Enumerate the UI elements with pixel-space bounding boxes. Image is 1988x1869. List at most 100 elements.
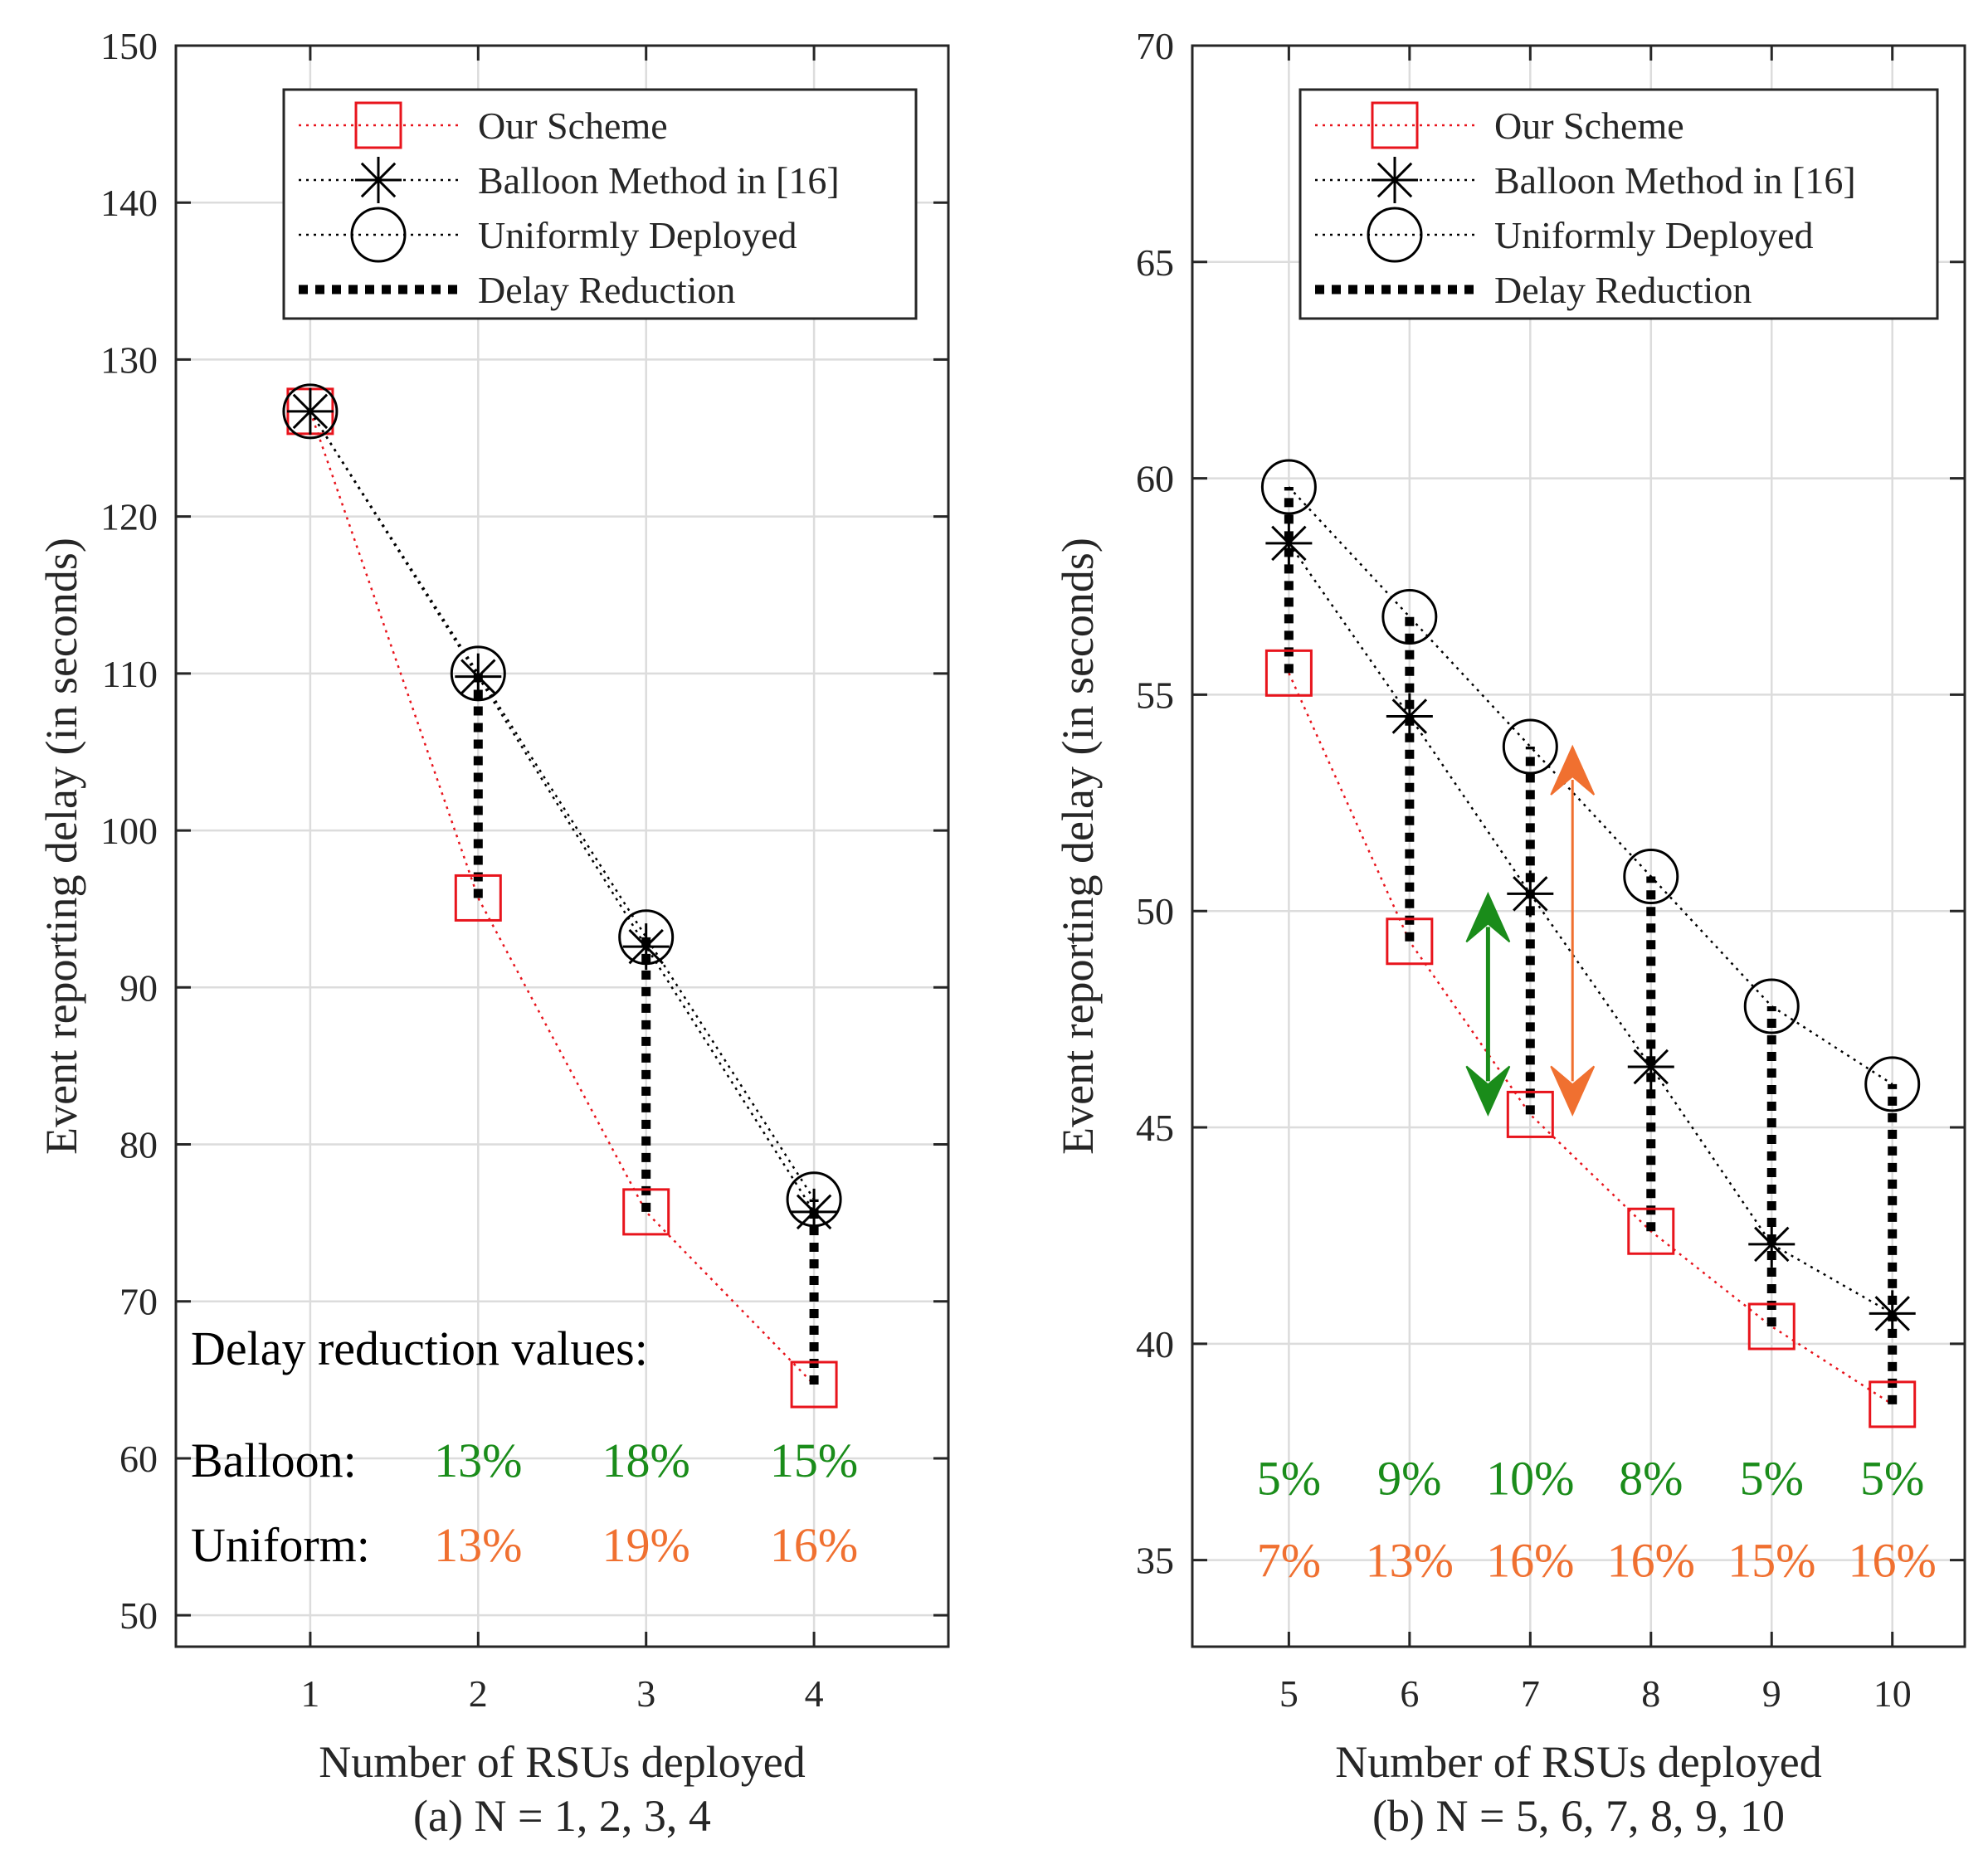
balloon-percent-label: 8% xyxy=(1619,1452,1683,1506)
legend-marker-asterisk-stroke xyxy=(1376,162,1413,198)
series-line-asterisk xyxy=(309,411,816,1213)
annotation-title: Delay reduction values: xyxy=(191,1321,648,1375)
axis-ticks: 5 6 7 8 9 10 35 40 45 50 55 60 65 70 xyxy=(1136,25,1965,1715)
balloon-percent-label: 15% xyxy=(770,1433,858,1487)
legend-label: Delay Reduction xyxy=(1494,269,1752,311)
balloon-percent-label: 13% xyxy=(434,1433,522,1487)
data-point-square xyxy=(1627,1207,1675,1255)
x-tick-label: 5 xyxy=(1279,1672,1299,1715)
y-tick-label: 50 xyxy=(119,1594,158,1637)
balloon-percent-label: 5% xyxy=(1740,1452,1804,1506)
data-point-circle xyxy=(450,645,506,702)
legend-label: Balloon Method in [16] xyxy=(478,159,840,202)
uniform-percent-label: 13% xyxy=(434,1518,522,1572)
y-tick-label: 45 xyxy=(1136,1107,1174,1149)
data-point-square xyxy=(454,874,502,922)
legend-marker-square xyxy=(354,101,402,149)
data-point-circle xyxy=(1260,459,1317,515)
data-point-asterisk-stroke xyxy=(1271,525,1307,562)
panel-caption: (b) N = 5, 6, 7, 8, 9, 10 xyxy=(1372,1791,1785,1841)
axis-ticks: 1 2 3 4 50 60 70 80 90 100 110 120 130 140 150 xyxy=(100,25,948,1715)
data-point-circle xyxy=(282,383,339,440)
x-tick-label: 10 xyxy=(1873,1672,1912,1715)
legend-marker-square xyxy=(1371,101,1419,149)
data-point-asterisk-stroke xyxy=(460,659,496,694)
data-point-circle xyxy=(1864,1056,1921,1112)
plot-area-frame xyxy=(1191,44,1966,1648)
y-tick-label: 90 xyxy=(119,966,158,1009)
y-tick-label: 60 xyxy=(119,1438,158,1480)
y-axis-label: Event reporting delay (in seconds) xyxy=(37,538,86,1155)
series-line-circle xyxy=(1288,486,1893,1085)
data-point-asterisk xyxy=(1627,1044,1674,1091)
panel-caption: (a) N = 1, 2, 3, 4 xyxy=(413,1791,711,1841)
data-point-square xyxy=(1869,1380,1917,1429)
reduction-annotations: 5% 7% 9% 13% 10% 16% 8% 16% 5% 15% 5% 16% xyxy=(1257,1452,1937,1588)
data-point-asterisk xyxy=(1869,1290,1916,1337)
legend-marker-circle xyxy=(1367,207,1423,263)
legend-label: Delay Reduction xyxy=(478,269,735,311)
uniform-percent-label: 15% xyxy=(1727,1534,1815,1588)
y-tick-label: 35 xyxy=(1136,1540,1174,1582)
legend-label: Our Scheme xyxy=(1494,105,1684,147)
plot-area-frame xyxy=(174,44,950,1648)
balloon-percent-label: 18% xyxy=(602,1433,690,1487)
data-point-square xyxy=(1747,1302,1796,1351)
data-point-square xyxy=(1264,649,1313,697)
x-tick-label: 3 xyxy=(636,1672,655,1715)
annotation-arrow xyxy=(1550,744,1596,1117)
legend-label: Balloon Method in [16] xyxy=(1494,159,1856,202)
data-point-circle xyxy=(1623,849,1679,905)
data-point-asterisk xyxy=(1386,693,1433,740)
series-line-circle xyxy=(309,411,816,1200)
y-tick-label: 50 xyxy=(1136,890,1174,932)
y-tick-label: 150 xyxy=(100,25,158,67)
data-point-asterisk-stroke xyxy=(1513,876,1548,912)
arrow-head-down xyxy=(1465,1065,1511,1117)
balloon-percent-label: 5% xyxy=(1860,1452,1924,1506)
y-tick-label: 140 xyxy=(100,182,158,224)
uniform-percent-label: 16% xyxy=(1607,1534,1695,1588)
uniform-percent-label: 16% xyxy=(1486,1534,1574,1588)
data-point-square xyxy=(622,1188,670,1236)
y-tick-label: 65 xyxy=(1136,241,1174,284)
legend: Our Scheme Balloon Method in [16] Uniforml… xyxy=(1299,88,1939,320)
data-point-asterisk-stroke xyxy=(1874,1296,1910,1331)
uniform-percent-label: 7% xyxy=(1257,1534,1321,1588)
data-point-asterisk xyxy=(286,387,334,435)
y-tick-label: 80 xyxy=(119,1124,158,1166)
data-point-asterisk xyxy=(1507,870,1554,917)
y-tick-label: 130 xyxy=(100,338,158,381)
data-point-square xyxy=(1386,917,1434,966)
y-tick-label: 70 xyxy=(119,1281,158,1323)
annotation-row-label-balloon: Balloon: xyxy=(191,1433,357,1487)
data-point-asterisk-stroke xyxy=(292,393,329,430)
data-point-circle xyxy=(786,1171,842,1228)
annotation-row-label-uniform: Uniform: xyxy=(191,1518,370,1572)
y-tick-label: 40 xyxy=(1136,1323,1174,1365)
data-point-square xyxy=(1506,1090,1554,1138)
data-point-circle xyxy=(618,909,675,966)
legend-marker-asterisk xyxy=(1372,157,1418,203)
balloon-percent-label: 10% xyxy=(1486,1452,1574,1506)
data-point-asterisk xyxy=(791,1188,838,1235)
legend-label: Uniformly Deployed xyxy=(478,214,797,256)
y-tick-label: 120 xyxy=(100,496,158,538)
data-point-asterisk xyxy=(622,923,670,971)
y-axis-label: Event reporting delay (in seconds) xyxy=(1053,538,1103,1155)
uniform-percent-label: 16% xyxy=(1849,1534,1937,1588)
chart-panel-b: 5 6 7 8 9 10 35 40 45 50 55 60 65 70 Number of RSUs de… xyxy=(1053,25,1966,1841)
legend-frame xyxy=(282,88,918,320)
legend-frame xyxy=(1299,88,1939,320)
data-point-asterisk-stroke xyxy=(1754,1226,1790,1263)
uniform-percent-label: 19% xyxy=(602,1518,690,1572)
chart-panel-a: 1 2 3 4 50 60 70 80 90 100 110 120 130 140 150 Number o… xyxy=(37,25,950,1841)
series-line-asterisk xyxy=(1288,543,1893,1315)
data-point-asterisk xyxy=(1748,1220,1796,1268)
arrow-head-up xyxy=(1550,744,1596,796)
x-tick-label: 2 xyxy=(469,1672,488,1715)
y-tick-label: 100 xyxy=(100,810,158,852)
legend-label: Our Scheme xyxy=(478,105,668,147)
